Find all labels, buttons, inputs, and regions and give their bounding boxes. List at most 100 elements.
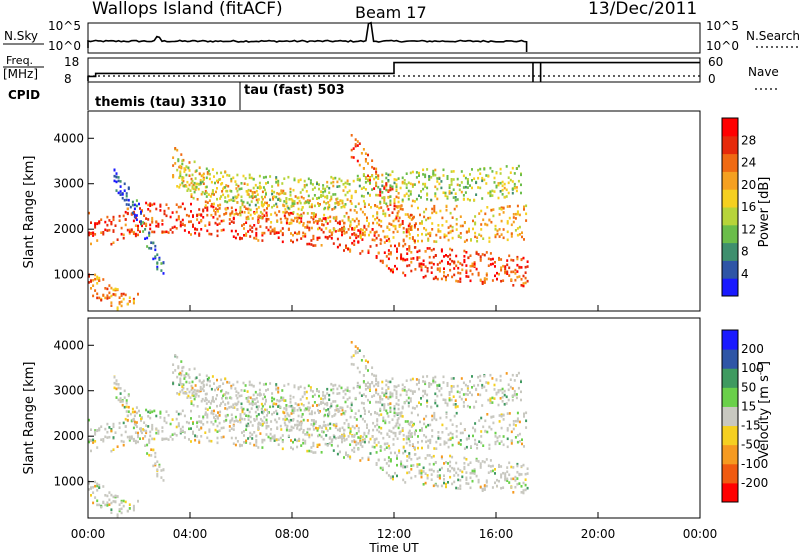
power-cell bbox=[349, 236, 352, 239]
velocity-cell bbox=[383, 394, 386, 397]
velocity-cell bbox=[234, 436, 237, 440]
power-cell bbox=[277, 231, 280, 234]
power-cell bbox=[267, 228, 270, 232]
power-cell bbox=[218, 222, 221, 225]
power-cell bbox=[294, 231, 296, 235]
power-cell bbox=[351, 241, 354, 245]
velocity-cell bbox=[377, 381, 380, 385]
colorbar-swatch bbox=[722, 330, 738, 350]
velocity-cell bbox=[198, 373, 201, 376]
power-cell bbox=[257, 206, 260, 209]
velocity-cell bbox=[116, 513, 119, 516]
power-cell bbox=[352, 147, 355, 150]
power-cell bbox=[261, 212, 264, 216]
power-cell bbox=[413, 183, 416, 186]
velocity-cell bbox=[376, 418, 379, 421]
velocity-cell bbox=[455, 471, 458, 475]
velocity-cell bbox=[522, 481, 525, 485]
power-cell bbox=[116, 238, 119, 241]
velocity-cell bbox=[448, 393, 451, 397]
power-cell bbox=[479, 257, 482, 260]
power-cell bbox=[289, 187, 292, 191]
velocity-cell bbox=[381, 466, 384, 470]
velocity-cell bbox=[514, 436, 517, 439]
power-cell bbox=[378, 218, 381, 222]
power-cell bbox=[518, 225, 521, 229]
velocity-cell bbox=[395, 422, 398, 426]
power-cell bbox=[137, 233, 139, 237]
power-cell bbox=[344, 203, 347, 206]
velocity-cell bbox=[462, 393, 465, 396]
velocity-cell bbox=[408, 452, 411, 455]
power-cell bbox=[393, 207, 396, 211]
power-cell bbox=[220, 219, 223, 223]
velocity-cell bbox=[345, 451, 347, 455]
power-cell bbox=[341, 201, 344, 205]
power-cell bbox=[179, 205, 182, 209]
power-cell bbox=[236, 233, 239, 236]
velocity-cell bbox=[387, 456, 390, 459]
power-cell bbox=[326, 196, 329, 200]
power-cell bbox=[104, 287, 107, 290]
velocity-cell bbox=[493, 383, 496, 387]
nsky-panel: N.Sky 10^5 10^0 10^5 10^0 N.Search bbox=[3, 19, 800, 54]
velocity-cell bbox=[380, 432, 383, 435]
power-cell bbox=[449, 224, 452, 228]
power-cell bbox=[306, 224, 309, 227]
power-cell bbox=[410, 204, 413, 208]
velocity-cell bbox=[254, 390, 257, 394]
power-cell bbox=[290, 232, 292, 235]
power-cell bbox=[300, 208, 303, 211]
power-cell bbox=[265, 182, 267, 185]
velocity-cell bbox=[104, 435, 107, 439]
power-cell bbox=[330, 233, 333, 237]
velocity-cell bbox=[267, 411, 269, 415]
power-cell bbox=[449, 211, 452, 215]
velocity-cell bbox=[292, 426, 295, 430]
velocity-cell bbox=[409, 420, 412, 424]
power-cell bbox=[124, 293, 127, 297]
velocity-cell bbox=[133, 410, 136, 414]
velocity-cell bbox=[322, 424, 325, 427]
velocity-cell bbox=[238, 394, 241, 398]
power-cell bbox=[401, 198, 404, 202]
power-cell bbox=[326, 194, 329, 198]
power-echo-cells bbox=[88, 134, 529, 311]
power-cell bbox=[376, 216, 379, 220]
velocity-cell bbox=[88, 482, 90, 485]
power-cell bbox=[421, 232, 423, 236]
velocity-cell bbox=[308, 427, 311, 431]
power-cell bbox=[139, 230, 141, 233]
velocity-cell bbox=[365, 435, 368, 438]
power-cell bbox=[145, 201, 148, 205]
velocity-cell bbox=[491, 401, 494, 404]
power-cell bbox=[421, 220, 423, 223]
power-cell bbox=[355, 211, 358, 214]
power-cell bbox=[119, 185, 122, 188]
velocity-cell bbox=[310, 433, 313, 437]
power-cell bbox=[229, 212, 232, 216]
power-cell bbox=[191, 179, 194, 183]
power-cell bbox=[459, 262, 462, 265]
power-cell bbox=[318, 183, 320, 186]
velocity-cell bbox=[296, 445, 299, 449]
power-cell bbox=[191, 185, 194, 188]
velocity-cell bbox=[271, 392, 274, 395]
power-cell bbox=[482, 237, 485, 240]
power-cell bbox=[359, 229, 362, 233]
power-cell bbox=[202, 172, 205, 176]
power-cell bbox=[126, 302, 129, 306]
power-cell bbox=[510, 278, 513, 282]
velocity-cell bbox=[358, 391, 361, 395]
velocity-cell bbox=[218, 414, 221, 417]
power-cell bbox=[358, 163, 361, 167]
ytick-label: 3000 bbox=[53, 384, 84, 398]
velocity-cell bbox=[236, 396, 239, 400]
power-cell bbox=[235, 187, 238, 190]
power-cell bbox=[303, 184, 306, 187]
power-cell bbox=[403, 182, 406, 185]
velocity-cell bbox=[253, 443, 256, 447]
velocity-cell bbox=[196, 421, 199, 425]
velocity-cell bbox=[450, 387, 453, 390]
velocity-cell bbox=[159, 412, 162, 415]
